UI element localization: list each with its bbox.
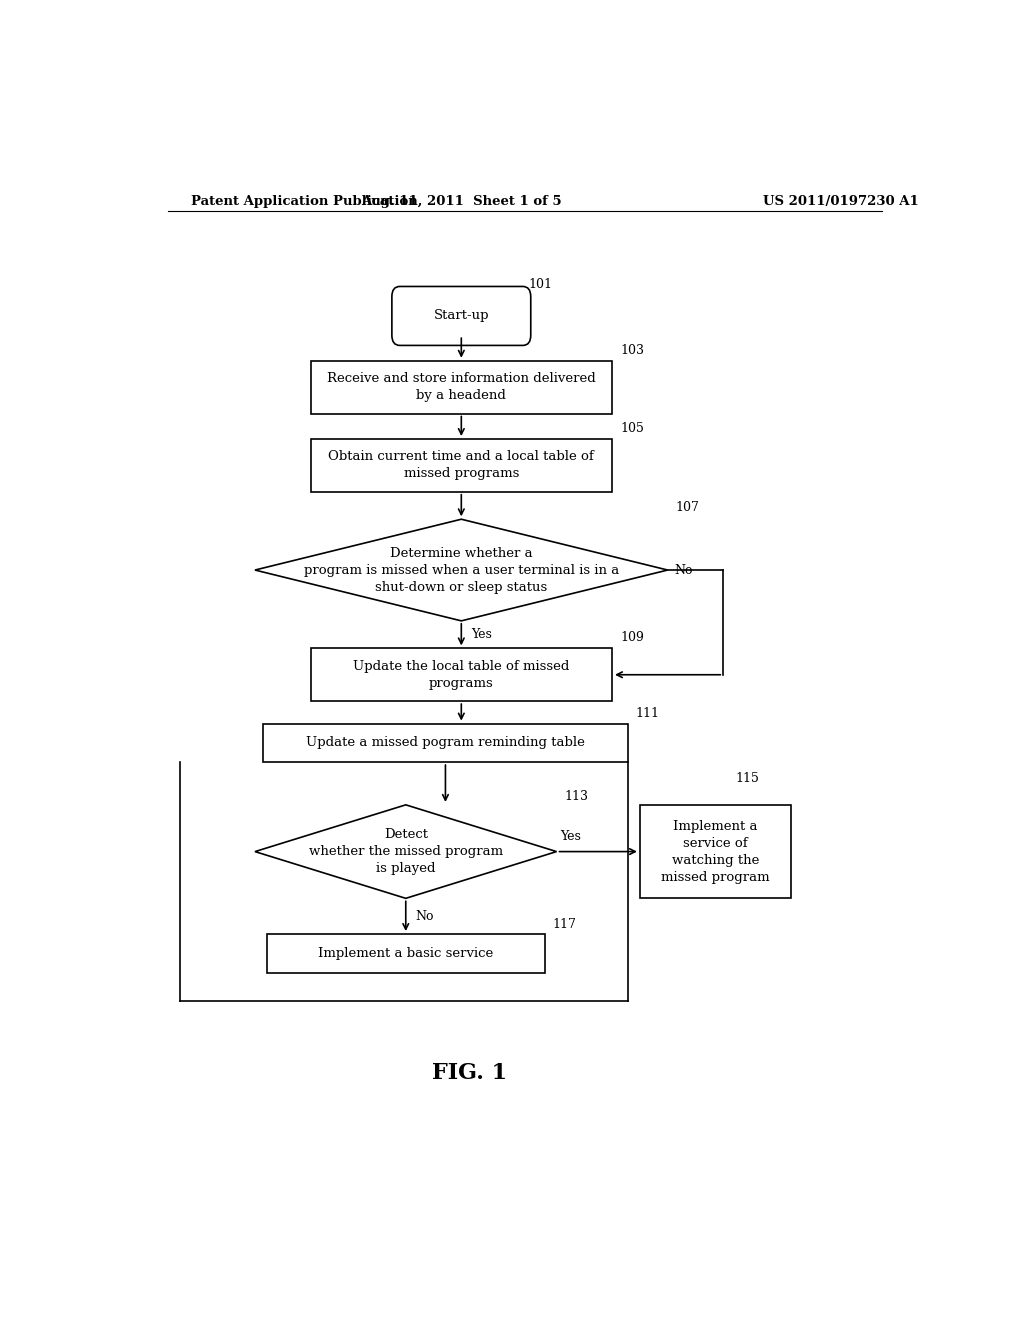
Text: Update the local table of missed
programs: Update the local table of missed program… <box>353 660 569 690</box>
Text: No: No <box>416 909 434 923</box>
Text: Start-up: Start-up <box>433 309 489 322</box>
Bar <box>267 935 545 973</box>
Text: Detect
whether the missed program
is played: Detect whether the missed program is pla… <box>308 828 503 875</box>
FancyBboxPatch shape <box>392 286 530 346</box>
Bar <box>310 440 612 492</box>
Bar <box>640 805 791 899</box>
Text: 115: 115 <box>735 771 759 784</box>
Text: FIG. 1: FIG. 1 <box>432 1063 507 1084</box>
Text: 103: 103 <box>620 343 644 356</box>
Bar <box>310 360 612 413</box>
Text: Yes: Yes <box>560 830 582 843</box>
Text: Implement a
service of
watching the
missed program: Implement a service of watching the miss… <box>660 820 770 883</box>
Text: Determine whether a
program is missed when a user terminal is in a
shut-down or : Determine whether a program is missed wh… <box>304 546 618 594</box>
Text: Receive and store information delivered
by a headend: Receive and store information delivered … <box>327 372 596 403</box>
Bar <box>310 648 612 701</box>
Bar <box>263 723 628 762</box>
Text: Implement a basic service: Implement a basic service <box>318 946 494 960</box>
Text: Yes: Yes <box>471 628 492 642</box>
Text: Aug. 11, 2011  Sheet 1 of 5: Aug. 11, 2011 Sheet 1 of 5 <box>361 194 561 207</box>
Text: 109: 109 <box>620 631 644 644</box>
Polygon shape <box>255 805 557 899</box>
Text: US 2011/0197230 A1: US 2011/0197230 A1 <box>763 194 919 207</box>
Text: Patent Application Publication: Patent Application Publication <box>191 194 418 207</box>
Polygon shape <box>255 519 668 620</box>
Text: Update a missed pogram reminding table: Update a missed pogram reminding table <box>306 737 585 750</box>
Text: 107: 107 <box>676 502 699 515</box>
Text: 101: 101 <box>528 277 553 290</box>
Text: No: No <box>674 564 692 577</box>
Text: Obtain current time and a local table of
missed programs: Obtain current time and a local table of… <box>329 450 594 480</box>
Text: 113: 113 <box>564 789 589 803</box>
Text: 111: 111 <box>636 708 659 721</box>
Text: 105: 105 <box>620 422 644 434</box>
Text: 117: 117 <box>553 917 577 931</box>
